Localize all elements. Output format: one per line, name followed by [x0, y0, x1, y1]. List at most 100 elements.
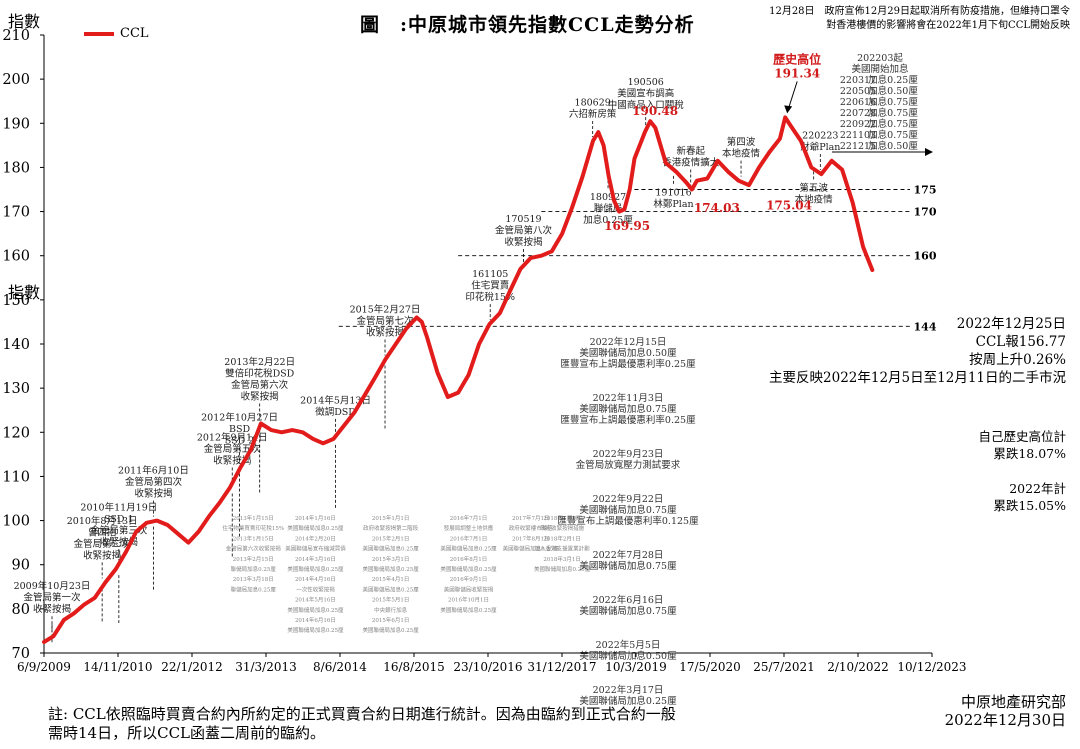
annotation-text: 收緊按揭: [33, 603, 71, 615]
y-tick-label: 130: [2, 381, 30, 397]
annotation-text: 2011年6月10日: [118, 465, 189, 477]
annotation-text: 2012年10月27日: [201, 412, 278, 424]
legend: CCL: [84, 26, 149, 41]
fed-event-text: 2022年6月16日: [593, 594, 664, 606]
annotation-text: 香港疫情擴大: [662, 157, 720, 169]
fed-event-text: 2022年12月15日: [590, 336, 667, 348]
fed-event-text: 2022年9月22日: [593, 493, 664, 505]
minor-note-text: 2013年1月15日: [233, 514, 274, 522]
fed-event-text: 美國聯儲局加息0.75厘: [579, 605, 677, 617]
fed-event-text: 美國聯儲局加息0.50厘: [579, 347, 677, 359]
annotation-text: 財爺Plan: [800, 141, 840, 153]
minor-note-text: 聯儲局加息0.25厘: [231, 585, 277, 593]
y-tick-label: 180: [2, 160, 30, 176]
minor-note-text: 美國聯儲局加息0.25厘: [287, 626, 344, 634]
x-tick-label: 10/3/2019: [605, 660, 667, 674]
source-line: 2022年12月30日: [944, 711, 1066, 729]
fed-event-text: 金管局放寬壓力測試要求: [576, 459, 681, 471]
x-tick-label: 31/3/2013: [235, 660, 297, 674]
annotation-text: SSD 2: [225, 436, 255, 447]
annotation-text: 金管局第八次: [495, 224, 553, 236]
reference-line-label: 175: [914, 184, 937, 197]
minor-note-text: 2016年7月1日: [450, 514, 488, 522]
annotation-text: 曾四招: [88, 526, 117, 538]
annotation-text: 第四波: [727, 136, 756, 148]
from-high-line: 自己歷史高位計: [978, 429, 1066, 444]
fed-event-text: 匯豐宣布上調最優惠利率0.25厘: [560, 414, 696, 426]
value-label: 190.48: [632, 104, 678, 118]
x-tick-label: 6/9/2009: [17, 660, 71, 674]
x-tick-label: 16/8/2015: [383, 660, 445, 674]
minor-note-text: 政府收緊按揭措施: [540, 524, 585, 532]
ytd-line: 累跌15.05%: [993, 498, 1066, 513]
record-high-label: 歷史高位: [773, 51, 821, 66]
fed-event-text: 美國聯儲局加息0.75厘: [579, 403, 677, 415]
annotation-text: 美國宣布調高: [617, 88, 674, 100]
minor-note-text: 政府收緊按揭第二階段: [363, 524, 419, 532]
y-tick-label: 170: [2, 205, 30, 221]
annotation-text: 191016: [655, 187, 691, 198]
annotation-text: 新春起: [676, 145, 705, 157]
minor-note-text: 中央銀行加息: [374, 606, 408, 614]
y-tick-label: 70: [12, 646, 30, 662]
annotation-text: 加息0.25厘: [583, 214, 633, 226]
minor-note-text: 一次性收緊按揭: [296, 585, 335, 593]
fed-event-text: 美國聯儲局加息0.25厘: [579, 695, 677, 707]
minor-note-text: 2014年5月16日: [295, 596, 336, 604]
annotation-text: 2009年10月23日: [14, 580, 91, 592]
rate-hike-date: 220317: [840, 75, 876, 86]
fed-event-text: 2022年9月23日: [593, 448, 664, 460]
x-tick-label: 31/12/2017: [527, 660, 596, 674]
annotation-text: 金管局第六次: [231, 379, 289, 391]
rate-hike-date: 220922: [840, 119, 876, 130]
latest-line: 按周上升0.26%: [969, 352, 1066, 368]
minor-note-text: 美國聯儲局加息0.25厘: [440, 545, 497, 553]
annotation-text: 中國商品入口關稅: [608, 99, 685, 111]
x-tick-label: 14/11/2010: [83, 660, 152, 674]
minor-note-text: 美國聯儲局宣布縮減買債: [285, 545, 346, 553]
fed-event-text: 匯豐宣布上調最優惠利率0.125厘: [557, 515, 699, 527]
rate-hike-date: 220616: [840, 97, 876, 108]
minor-note-text: 2017年8月1日: [512, 534, 550, 542]
value-label: 191.34: [774, 66, 820, 80]
annotation-text: BSD: [229, 424, 250, 435]
annotation-text: 金管局第一次: [24, 592, 82, 604]
minor-note-text: 美國聯儲局加息0.25厘: [534, 565, 591, 573]
x-tick-label: 8/6/2014: [313, 660, 367, 674]
minor-note-text: 2016年8月1日: [450, 555, 488, 563]
annotation-text: 180927: [590, 192, 626, 203]
minor-note-text: 美國聯儲局加息0.25厘: [363, 545, 420, 553]
minor-note-text: 聯儲局加息0.25厘: [231, 565, 277, 573]
x-tick-label: 23/10/2016: [453, 660, 522, 674]
y-tick-label: 150: [2, 293, 30, 309]
rate-hike-value: 加息0.75厘: [868, 96, 918, 108]
minor-note-text: 2014年4月16日: [295, 575, 336, 583]
source-line: 中原地產研究部: [960, 693, 1066, 711]
annotation-text: 金管局第七次: [357, 315, 415, 327]
from-high-line: 累跌18.07%: [993, 446, 1066, 461]
annotation-text: 金管局第二次: [74, 538, 132, 550]
annotation-text: 林鄭Plan: [653, 198, 693, 210]
fed-event-text: 2022年3月17日: [593, 684, 664, 696]
minor-note-text: 2016年9月1日: [450, 575, 488, 583]
value-label: 175.04: [766, 198, 812, 212]
record-high-arrow: [787, 81, 798, 110]
minor-note-text: 金管局第六次收緊按揭: [226, 545, 282, 553]
minor-note-text: 2014年1月16日: [295, 514, 336, 522]
minor-note-text: 2015年1月1日: [372, 514, 410, 522]
minor-note-text: 2014年2月20日: [295, 534, 336, 542]
minor-note-text: 2013年1月15日: [233, 534, 274, 542]
x-tick-label: 22/1/2012: [161, 660, 223, 674]
minor-note-text: 美國聯儲局加息0.25厘: [287, 565, 344, 573]
annotation-text: 收緊按揭: [134, 488, 172, 500]
annotation-text: 2010年8月13日: [67, 515, 138, 527]
fed-event-text: 2022年5月5日: [596, 639, 661, 651]
minor-note-text: 2018年2月1日: [543, 534, 581, 542]
fed-event-text: 匯豐宣布上調最優惠利率0.25厘: [560, 358, 696, 370]
annotation-text: 2012年9月14日: [197, 431, 268, 443]
y-tick-label: 210: [2, 28, 30, 44]
annotation-text: 190506: [628, 77, 664, 88]
annotation-text: 住宅買賣: [471, 280, 510, 292]
annotation-text: 2013年2月22日: [224, 356, 295, 368]
rate-hike-date: 220505: [840, 86, 876, 97]
